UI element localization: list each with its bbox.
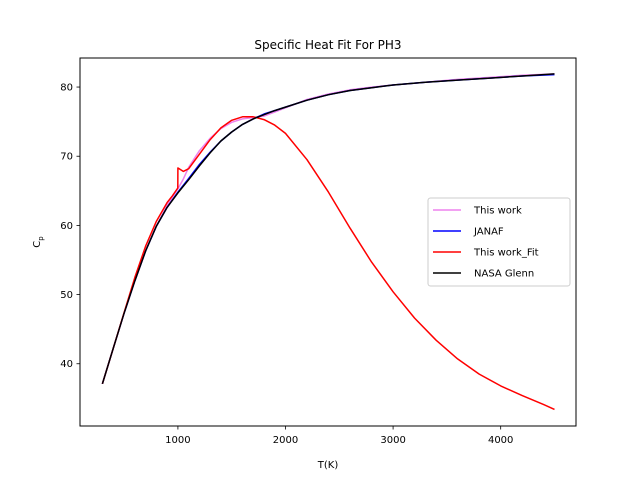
y-tick-label: 60 xyxy=(60,221,73,232)
series-line-4 xyxy=(101,73,555,385)
x-tick-label: 1000 xyxy=(165,435,190,446)
x-tick-label: 2000 xyxy=(273,435,298,446)
series-lines xyxy=(101,73,555,411)
chart-title: Specific Heat Fit For PH3 xyxy=(254,38,401,52)
y-axis-ticks: 40 50 60 70 80 xyxy=(60,83,80,370)
legend-box xyxy=(427,197,571,287)
plot-frame xyxy=(79,57,577,427)
y-axis-label-subscript: p xyxy=(37,236,45,241)
series-line-3 xyxy=(101,116,555,411)
y-axis-label: Cp xyxy=(32,236,45,248)
legend: This work JANAF This work_Fit NASA Glenn xyxy=(427,197,571,287)
y-tick-label: 40 xyxy=(60,359,73,370)
legend-label: JANAF xyxy=(473,227,504,238)
x-tick-label: 3000 xyxy=(380,435,405,446)
y-axis-label-main: C xyxy=(32,241,43,248)
legend-label: NASA Glenn xyxy=(474,269,534,280)
x-axis-ticks: 1000 2000 3000 4000 xyxy=(165,426,513,446)
y-tick-label: 80 xyxy=(60,83,73,94)
x-tick-label: 4000 xyxy=(488,435,513,446)
y-tick-label: 70 xyxy=(60,152,73,163)
legend-label: This work xyxy=(473,206,522,217)
y-tick-label: 50 xyxy=(60,290,73,301)
x-axis-label: T(K) xyxy=(317,460,339,471)
legend-label: This work_Fit xyxy=(473,248,539,259)
